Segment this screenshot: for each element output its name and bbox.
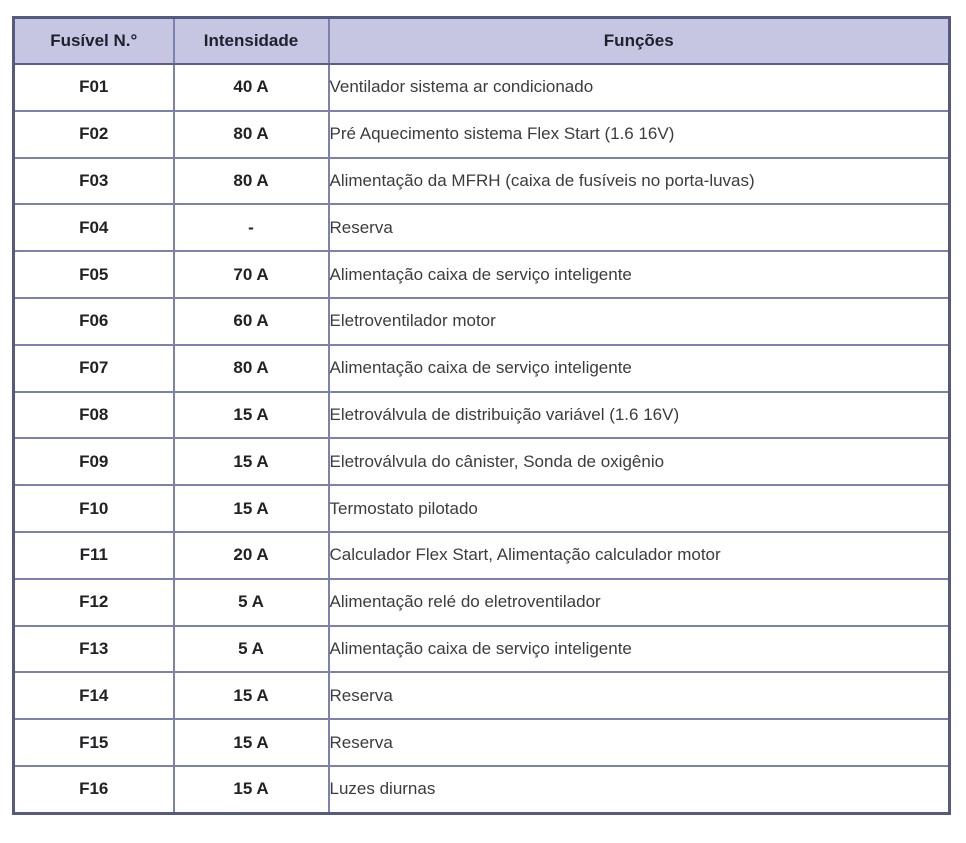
fuse-id-cell: F14 — [12, 671, 175, 721]
fuse-id-cell: F08 — [12, 390, 175, 440]
fuse-id-cell: F11 — [12, 530, 175, 580]
table-row: F11 20 A Calculador Flex Start, Alimenta… — [12, 530, 951, 580]
fuse-table-body: F01 40 A Ventilador sistema ar condicion… — [12, 63, 951, 815]
fuse-id-cell: F13 — [12, 624, 175, 674]
fuse-id-cell: F06 — [12, 296, 175, 346]
table-row: F04 - Reserva — [12, 203, 951, 253]
amperage-cell: 15 A — [172, 718, 330, 767]
fuse-id-cell: F05 — [12, 250, 175, 299]
amperage-cell: 15 A — [172, 671, 330, 721]
function-cell: Reserva — [327, 718, 951, 767]
column-header-intensity: Intensidade — [172, 16, 330, 65]
function-cell: Reserva — [327, 203, 951, 253]
table-row: F09 15 A Eletroválvula do cânister, Sond… — [12, 437, 951, 487]
function-cell: Eletroválvula de distribuição variável (… — [327, 390, 951, 440]
fuse-id-cell: F09 — [12, 437, 175, 487]
amperage-cell: 80 A — [172, 343, 330, 393]
amperage-cell: 70 A — [172, 250, 330, 299]
amperage-cell: - — [172, 203, 330, 253]
fuse-id-cell: F07 — [12, 343, 175, 393]
column-header-functions: Funções — [327, 16, 951, 65]
table-row: F07 80 A Alimentação caixa de serviço in… — [12, 343, 951, 393]
amperage-cell: 40 A — [172, 63, 330, 112]
function-cell: Alimentação relé do eletroventilador — [327, 577, 951, 627]
function-cell: Eletroventilador motor — [327, 296, 951, 346]
fuse-id-cell: F15 — [12, 718, 175, 767]
amperage-cell: 20 A — [172, 530, 330, 580]
table-row: F13 5 A Alimentação caixa de serviço int… — [12, 624, 951, 674]
table-row: F02 80 A Pré Aquecimento sistema Flex St… — [12, 109, 951, 159]
amperage-cell: 15 A — [172, 390, 330, 440]
header-row: Fusível N.° Intensidade Funções — [12, 16, 951, 65]
amperage-cell: 5 A — [172, 624, 330, 674]
fuse-id-cell: F10 — [12, 484, 175, 533]
function-cell: Eletroválvula do cânister, Sonda de oxig… — [327, 437, 951, 487]
fuse-table: Fusível N.° Intensidade Funções F01 40 A… — [12, 16, 951, 815]
table-row: F12 5 A Alimentação relé do eletroventil… — [12, 577, 951, 627]
amperage-cell: 15 A — [172, 437, 330, 487]
amperage-cell: 15 A — [172, 764, 330, 815]
table-row: F10 15 A Termostato pilotado — [12, 484, 951, 533]
function-cell: Ventilador sistema ar condicionado — [327, 63, 951, 112]
table-row: F08 15 A Eletroválvula de distribuição v… — [12, 390, 951, 440]
amperage-cell: 80 A — [172, 109, 330, 159]
amperage-cell: 5 A — [172, 577, 330, 627]
fuse-id-cell: F04 — [12, 203, 175, 253]
fuse-table-header: Fusível N.° Intensidade Funções — [12, 16, 951, 65]
function-cell: Calculador Flex Start, Alimentação calcu… — [327, 530, 951, 580]
fuse-id-cell: F02 — [12, 109, 175, 159]
fuse-id-cell: F12 — [12, 577, 175, 627]
function-cell: Pré Aquecimento sistema Flex Start (1.6 … — [327, 109, 951, 159]
table-row: F06 60 A Eletroventilador motor — [12, 296, 951, 346]
function-cell: Luzes diurnas — [327, 764, 951, 815]
table-row: F03 80 A Alimentação da MFRH (caixa de f… — [12, 156, 951, 206]
table-row: F01 40 A Ventilador sistema ar condicion… — [12, 63, 951, 112]
function-cell: Alimentação da MFRH (caixa de fusíveis n… — [327, 156, 951, 206]
table-row: F15 15 A Reserva — [12, 718, 951, 767]
function-cell: Alimentação caixa de serviço inteligente — [327, 624, 951, 674]
function-cell: Alimentação caixa de serviço inteligente — [327, 343, 951, 393]
function-cell: Alimentação caixa de serviço inteligente — [327, 250, 951, 299]
amperage-cell: 60 A — [172, 296, 330, 346]
fuse-id-cell: F16 — [12, 764, 175, 815]
function-cell: Termostato pilotado — [327, 484, 951, 533]
fuse-id-cell: F03 — [12, 156, 175, 206]
function-cell: Reserva — [327, 671, 951, 721]
table-row: F05 70 A Alimentação caixa de serviço in… — [12, 250, 951, 299]
amperage-cell: 15 A — [172, 484, 330, 533]
column-header-fuse-number: Fusível N.° — [12, 16, 175, 65]
amperage-cell: 80 A — [172, 156, 330, 206]
table-row: F16 15 A Luzes diurnas — [12, 764, 951, 815]
table-row: F14 15 A Reserva — [12, 671, 951, 721]
fuse-id-cell: F01 — [12, 63, 175, 112]
